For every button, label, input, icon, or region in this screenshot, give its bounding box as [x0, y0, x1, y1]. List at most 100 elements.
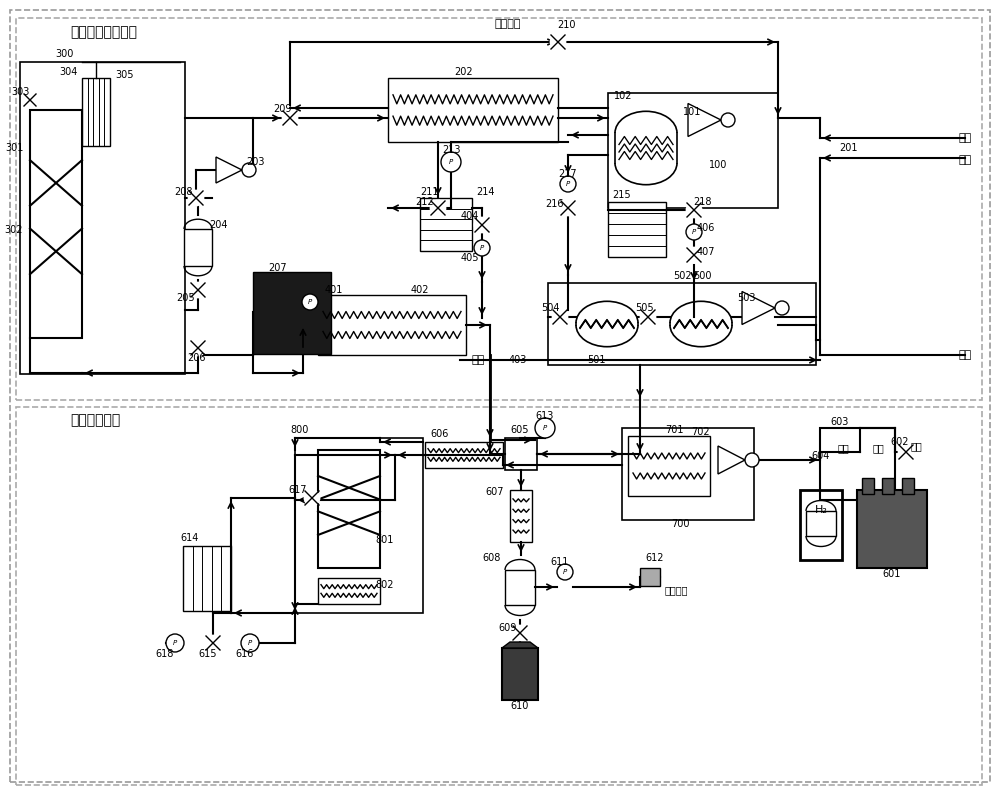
Bar	[862, 478, 874, 494]
Circle shape	[686, 202, 702, 218]
Text: 404: 404	[461, 211, 479, 221]
Text: 405: 405	[461, 253, 479, 263]
Text: 504: 504	[541, 303, 559, 313]
Text: 氮气: 氮气	[959, 350, 972, 360]
Polygon shape	[502, 642, 538, 648]
Bar	[318, 578, 380, 604]
Bar	[295, 438, 423, 613]
Circle shape	[190, 282, 206, 298]
Text: 216: 216	[545, 199, 563, 209]
Text: 202: 202	[455, 67, 473, 77]
Text: 206: 206	[187, 353, 205, 363]
Text: 603: 603	[831, 417, 849, 427]
Text: 605: 605	[511, 425, 529, 435]
Circle shape	[775, 301, 789, 315]
Bar	[820, 428, 895, 500]
Text: 氮气: 氮气	[471, 355, 485, 365]
Text: P: P	[248, 640, 252, 646]
Text: 废气排放: 废气排放	[665, 585, 688, 595]
Text: 406: 406	[697, 223, 715, 233]
Text: P: P	[449, 159, 453, 165]
Text: 102: 102	[614, 91, 633, 101]
Text: 305: 305	[115, 70, 134, 80]
Circle shape	[552, 310, 568, 325]
Text: 800: 800	[290, 425, 308, 435]
Text: 614: 614	[180, 533, 198, 543]
Circle shape	[242, 163, 256, 177]
Text: 608: 608	[483, 553, 501, 563]
Bar	[548, 283, 816, 365]
Text: 215: 215	[612, 190, 631, 200]
Text: 505: 505	[635, 303, 653, 313]
Bar	[882, 478, 894, 494]
Bar	[628, 436, 710, 496]
Circle shape	[441, 152, 461, 172]
Circle shape	[430, 200, 446, 215]
Circle shape	[686, 247, 702, 263]
Bar	[510, 490, 532, 542]
Text: 208: 208	[174, 187, 192, 197]
Bar	[16, 18, 982, 400]
Bar	[622, 428, 754, 520]
Polygon shape	[718, 446, 745, 474]
Text: 空气: 空气	[959, 133, 972, 143]
Text: 氢气: 氢气	[837, 443, 849, 453]
Circle shape	[205, 635, 221, 651]
Circle shape	[686, 224, 702, 240]
Text: P: P	[566, 181, 570, 187]
Circle shape	[166, 634, 184, 652]
Text: 403: 403	[509, 355, 527, 365]
Bar	[183, 546, 231, 611]
Bar	[608, 93, 778, 208]
Bar	[800, 490, 842, 560]
Text: 606: 606	[431, 429, 449, 439]
Text: 300: 300	[55, 49, 73, 59]
Circle shape	[23, 93, 37, 107]
Text: 500: 500	[693, 271, 711, 281]
Text: 301: 301	[5, 143, 23, 153]
Circle shape	[721, 113, 735, 127]
Circle shape	[535, 418, 555, 438]
Text: 702: 702	[691, 427, 709, 437]
Text: 211: 211	[420, 187, 439, 197]
Bar	[505, 438, 537, 470]
Text: 802: 802	[376, 580, 394, 590]
Circle shape	[474, 217, 490, 233]
Text: 616: 616	[236, 649, 254, 659]
Bar	[388, 78, 558, 142]
Text: 607: 607	[486, 487, 504, 497]
Circle shape	[241, 634, 259, 652]
Text: 212: 212	[416, 197, 434, 207]
Bar	[640, 568, 660, 586]
Circle shape	[302, 294, 318, 310]
Text: 613: 613	[536, 411, 554, 421]
Text: 402: 402	[411, 285, 429, 295]
Text: 604: 604	[812, 451, 830, 461]
Text: 617: 617	[289, 485, 307, 495]
Bar	[505, 570, 535, 605]
Text: 611: 611	[551, 557, 569, 567]
Text: 217: 217	[559, 169, 577, 179]
Text: 101: 101	[683, 107, 701, 117]
Text: 615: 615	[199, 649, 217, 659]
Bar	[902, 478, 914, 494]
Bar	[30, 110, 82, 338]
Text: 213: 213	[442, 145, 460, 155]
Circle shape	[474, 240, 490, 256]
Bar	[82, 78, 110, 146]
Text: 204: 204	[209, 220, 227, 230]
Circle shape	[560, 176, 576, 192]
Text: 氮气: 氮气	[910, 441, 922, 451]
Text: P: P	[563, 569, 567, 575]
Circle shape	[560, 200, 576, 215]
Text: 氮气: 氮气	[959, 155, 972, 165]
Text: 氨气合成系统: 氨气合成系统	[70, 413, 120, 427]
Text: 601: 601	[883, 569, 901, 579]
Text: 302: 302	[5, 225, 23, 235]
Text: 304: 304	[59, 67, 77, 77]
Circle shape	[304, 490, 320, 506]
Text: 210: 210	[557, 20, 575, 30]
Bar	[420, 198, 472, 251]
Text: P: P	[308, 299, 312, 305]
Text: 203: 203	[246, 157, 264, 167]
